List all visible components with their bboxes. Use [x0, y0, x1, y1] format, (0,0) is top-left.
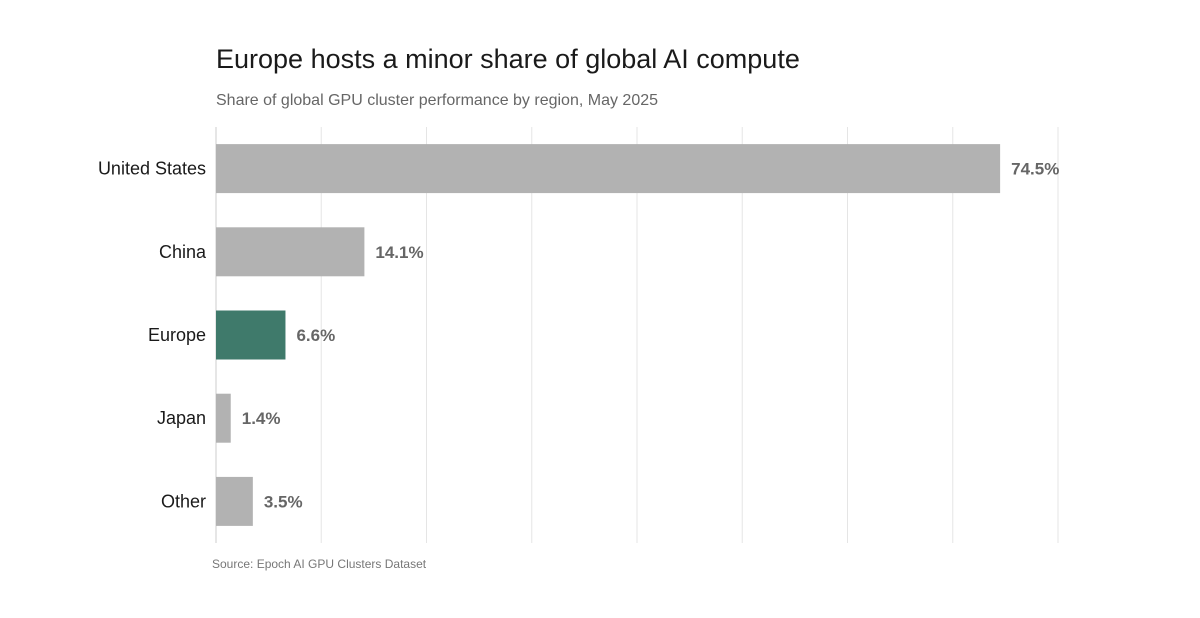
value-label-japan: 1.4% — [242, 409, 281, 428]
bar-china — [216, 227, 365, 277]
category-label-japan: Japan — [157, 408, 206, 428]
chart-subtitle: Share of global GPU cluster performance … — [216, 92, 659, 109]
bar-united-states — [216, 144, 1001, 194]
category-label-china: China — [159, 242, 207, 262]
value-label-europe: 6.6% — [296, 326, 335, 345]
category-label-united-states: United States — [98, 159, 206, 179]
value-label-other: 3.5% — [264, 492, 303, 511]
value-label-china: 14.1% — [375, 243, 423, 262]
chart-title: Europe hosts a minor share of global AI … — [216, 44, 800, 74]
category-label-europe: Europe — [148, 325, 206, 345]
chart-source: Source: Epoch AI GPU Clusters Dataset — [212, 557, 427, 571]
bar-europe — [216, 310, 286, 360]
bar-japan — [216, 393, 231, 443]
value-label-united-states: 74.5% — [1011, 160, 1059, 179]
bar-other — [216, 476, 253, 526]
labels: United States 74.5% China 14.1% Europe 6.6% Ja… — [98, 159, 1059, 512]
category-label-other: Other — [161, 491, 206, 511]
bars — [216, 144, 1001, 526]
